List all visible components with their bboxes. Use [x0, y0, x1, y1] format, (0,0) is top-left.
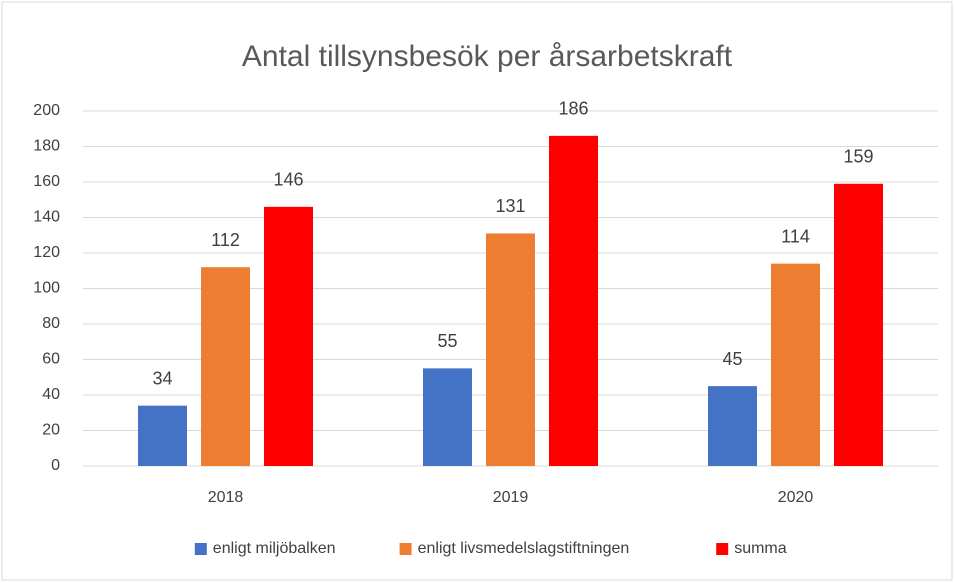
x-tick-label: 2019 [493, 489, 529, 506]
bar [138, 405, 187, 466]
data-label: 114 [781, 226, 810, 246]
data-label: 159 [843, 147, 873, 167]
y-tick-label: 100 [33, 280, 60, 297]
chart-title: Antal tillsynsbesök per årsarbetskraft [242, 40, 733, 73]
y-tick-label: 120 [33, 244, 60, 261]
y-tick-label: 180 [33, 138, 60, 155]
legend-swatch [716, 543, 729, 555]
data-label: 146 [273, 170, 303, 190]
y-tick-label: 20 [42, 422, 60, 439]
y-tick-label: 40 [42, 386, 60, 403]
bar [264, 206, 313, 466]
legend-label: enligt miljöbalken [213, 540, 336, 557]
legend-swatch [399, 543, 412, 555]
bar [708, 386, 757, 466]
legend-label: enligt livsmedelslagstiftningen [418, 540, 630, 557]
legend-swatch [194, 543, 207, 555]
data-label: 131 [495, 196, 525, 216]
data-label: 55 [437, 331, 457, 351]
y-tick-label: 200 [33, 102, 60, 119]
data-label: 112 [211, 230, 240, 250]
y-tick-label: 140 [33, 209, 60, 226]
bar [549, 135, 598, 466]
legend-label: summa [734, 540, 787, 557]
bar [486, 233, 535, 466]
data-label: 34 [152, 368, 172, 388]
x-tick-label: 2020 [778, 489, 814, 506]
bar [201, 267, 250, 466]
y-tick-label: 160 [33, 173, 60, 190]
bar [771, 263, 820, 466]
y-tick-label: 0 [51, 457, 60, 474]
bar [834, 183, 883, 466]
data-label: 45 [722, 349, 742, 369]
y-tick-label: 80 [42, 315, 60, 332]
x-tick-label: 2018 [208, 489, 244, 506]
y-tick-label: 60 [42, 351, 60, 368]
data-label: 186 [558, 99, 588, 119]
bar [423, 368, 472, 466]
